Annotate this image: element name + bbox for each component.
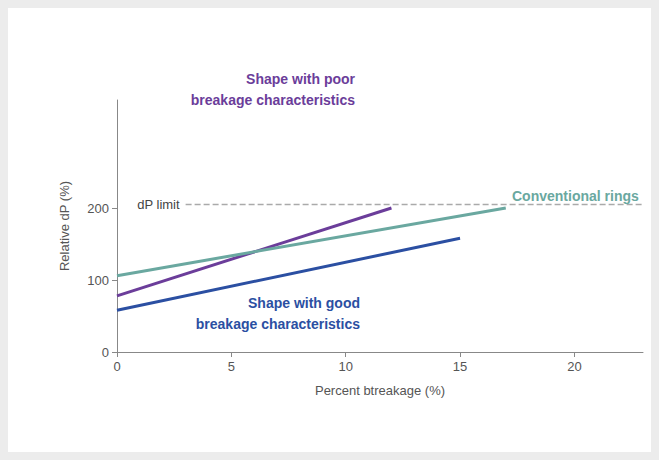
svg-text:100: 100: [87, 273, 109, 288]
svg-text:Shape with good: Shape with good: [248, 295, 360, 311]
svg-text:Relative dP (%): Relative dP (%): [57, 181, 72, 271]
svg-text:Percent btreakage (%): Percent btreakage (%): [315, 383, 445, 398]
svg-text:200: 200: [87, 201, 109, 216]
svg-text:dP limit: dP limit: [137, 197, 180, 212]
svg-text:breakage characteristics: breakage characteristics: [191, 92, 355, 108]
svg-text:15: 15: [453, 359, 467, 374]
svg-text:Conventional rings: Conventional rings: [512, 188, 639, 204]
svg-text:breakage characteristics: breakage characteristics: [196, 316, 360, 332]
svg-text:20: 20: [567, 359, 581, 374]
svg-text:Shape with poor: Shape with poor: [246, 71, 355, 87]
svg-text:0: 0: [113, 359, 120, 374]
svg-text:0: 0: [102, 345, 109, 360]
svg-text:5: 5: [228, 359, 235, 374]
svg-text:10: 10: [338, 359, 352, 374]
